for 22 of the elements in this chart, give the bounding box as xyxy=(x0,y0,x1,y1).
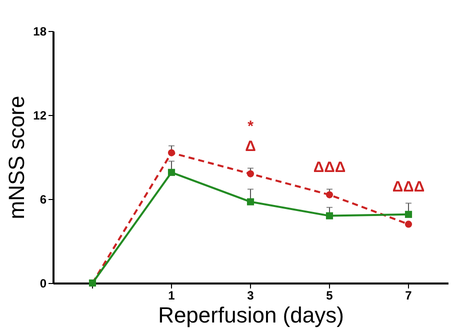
annotation: * xyxy=(248,118,254,135)
point xyxy=(326,212,334,220)
point xyxy=(404,220,412,228)
annotation: Δ xyxy=(245,138,256,155)
point xyxy=(246,170,254,178)
point xyxy=(404,210,412,218)
x-tick-label: 1 xyxy=(168,288,176,302)
y-tick-label: 12 xyxy=(33,108,47,122)
y-tick-label: 0 xyxy=(40,276,47,290)
y-tick-label: 6 xyxy=(40,192,47,206)
x-tick-label: 5 xyxy=(326,288,334,302)
annotation: ΔΔΔ xyxy=(313,158,346,176)
x-tick-label: 7 xyxy=(405,288,412,302)
point xyxy=(326,191,334,198)
y-axis-title: mNSS score xyxy=(4,96,30,220)
point xyxy=(246,198,254,206)
x-tick-label: 3 xyxy=(247,288,254,302)
point xyxy=(168,168,176,176)
x-axis-title: Reperfusion (days) xyxy=(158,302,344,328)
point xyxy=(168,149,176,156)
annotation: ΔΔΔ xyxy=(392,178,425,196)
y-tick-label: 18 xyxy=(33,24,47,38)
